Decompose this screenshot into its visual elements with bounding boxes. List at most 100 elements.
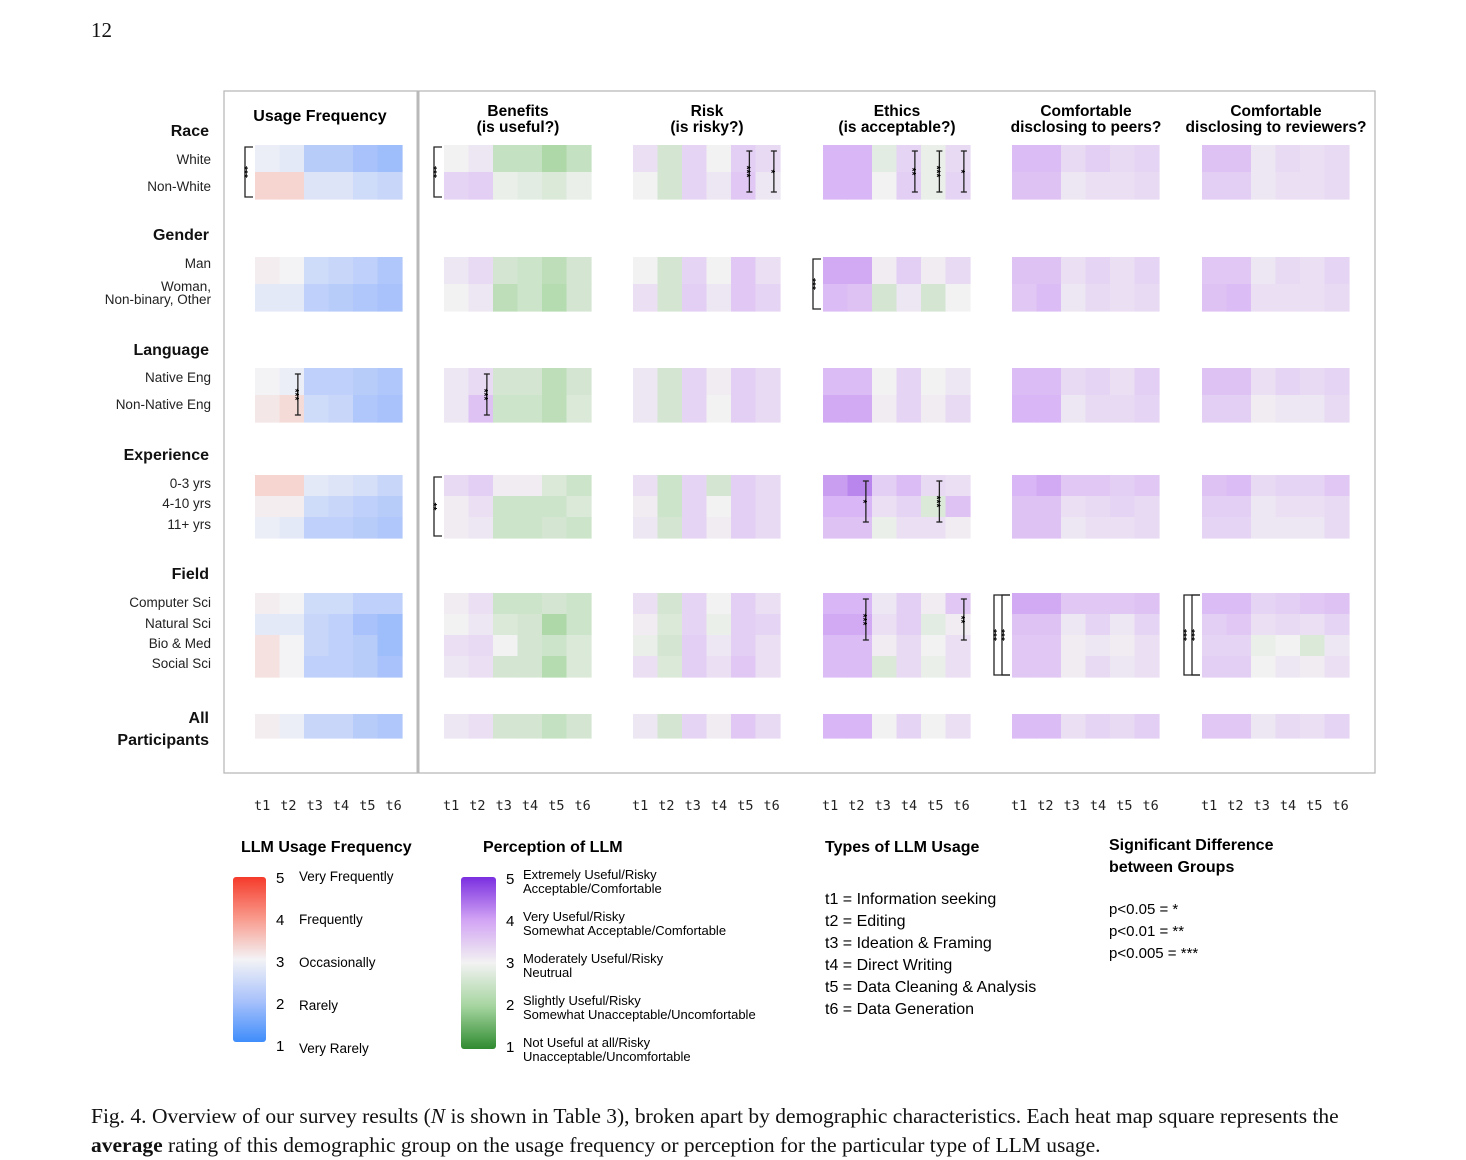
heatmap-cell (566, 172, 592, 200)
heatmap-cell (823, 395, 849, 423)
heatmap-cell (1226, 284, 1252, 312)
heatmap-cell (279, 496, 305, 518)
heatmap-cell (706, 496, 732, 518)
heatmap-cell (493, 614, 519, 636)
heatmap-cell (1226, 172, 1252, 200)
x-tick-label: t6 (954, 798, 970, 814)
heatmap-cell (896, 517, 922, 539)
heatmap-cell (896, 635, 922, 657)
heatmap-cell (945, 395, 971, 423)
heatmap-cell (493, 368, 519, 396)
heatmap-cell (328, 714, 354, 739)
figure-border (223, 90, 1376, 774)
heatmap-cell (1085, 635, 1111, 657)
heatmap-cell (1251, 475, 1277, 497)
heatmap-cell (657, 284, 683, 312)
heatmap-cell (1226, 635, 1252, 657)
heatmap-cell (566, 395, 592, 423)
significance-stars: ** (955, 616, 966, 624)
heatmap-cell (633, 368, 659, 396)
legend-types-item: t5 = Data Cleaning & Analysis (825, 979, 1036, 996)
heatmap-cell (1061, 395, 1087, 423)
significance-marker: *** (930, 480, 943, 523)
legend-usage-number: 5 (276, 870, 284, 887)
heatmap-cell (255, 593, 281, 615)
heatmap-cell (823, 475, 849, 497)
heatmap-cell (921, 145, 947, 173)
heatmap-cell (1036, 517, 1062, 539)
heatmap-cell (279, 368, 305, 396)
legend-significance-item: p<0.005 = *** (1109, 945, 1198, 962)
legend-perception-label: Very Useful/Risky (523, 909, 625, 924)
heatmap-cell (731, 368, 757, 396)
x-tick-label: t6 (764, 798, 780, 814)
legend-significance-item: p<0.01 = ** (1109, 923, 1184, 940)
heatmap-cell (566, 368, 592, 396)
heatmap-panels: Usage Frequency Benefits(is useful?)Risk(… (238, 103, 1366, 739)
heatmap-cell (493, 517, 519, 539)
heatmap-cell (1300, 284, 1326, 312)
heatmap-cell (1251, 656, 1277, 678)
heatmap-cell (255, 284, 281, 312)
heatmap-cell (279, 614, 305, 636)
heatmap-cell (1275, 593, 1301, 615)
heatmap-cell (1012, 172, 1038, 200)
row-label: Computer Sci (129, 595, 211, 610)
heatmap-cell (755, 172, 781, 200)
heatmap-cell (1324, 593, 1350, 615)
x-tick-label: t4 (333, 798, 349, 814)
heatmap-cell (1036, 368, 1062, 396)
heatmap-cell (255, 368, 281, 396)
heatmap-cell (657, 475, 683, 497)
heatmap-cell (823, 714, 849, 739)
heatmap-cell (921, 395, 947, 423)
heatmap-cell (1226, 714, 1252, 739)
heatmap-cell (1012, 145, 1038, 173)
heatmap-cell (1251, 593, 1277, 615)
heatmap-cell (377, 172, 403, 200)
heatmap-cell (1134, 614, 1160, 636)
heatmap-cell (1226, 475, 1252, 497)
significance-stars: * (955, 170, 966, 174)
panel-title: Ethics (874, 103, 921, 120)
heatmap-cell (1226, 145, 1252, 173)
heatmap-cell (706, 145, 732, 173)
heatmap-cell (706, 172, 732, 200)
bracket-line (812, 258, 821, 310)
heatmap-cell (633, 614, 659, 636)
heatmap-cell (377, 145, 403, 173)
heatmap-cell (731, 656, 757, 678)
heatmap-cell (1275, 284, 1301, 312)
heatmap-cell (896, 368, 922, 396)
caption-n-symbol: N (430, 1104, 446, 1128)
heatmap-cell (1036, 284, 1062, 312)
heatmap-cell (1324, 368, 1350, 396)
heatmap-cell (633, 257, 659, 285)
heatmap-cell (657, 714, 683, 739)
x-tick-label: t3 (1064, 798, 1080, 814)
significance-stars: * (765, 170, 776, 174)
heatmap-cell (847, 475, 873, 497)
heatmap-cell (468, 368, 494, 396)
heatmap-cell (377, 714, 403, 739)
x-tick-label: t5 (359, 798, 375, 814)
heatmap-cell (1202, 257, 1228, 285)
heatmap-cell (847, 714, 873, 739)
heatmap-cell (1085, 593, 1111, 615)
heatmap-cell (633, 635, 659, 657)
heatmap-cell (633, 496, 659, 518)
legend-perception-title: Perception of LLM (483, 839, 623, 856)
heatmap-cell (566, 475, 592, 497)
heatmap-cell (328, 614, 354, 636)
heatmap-cell (517, 714, 543, 739)
heatmap-cell (1226, 257, 1252, 285)
heatmap-cell (755, 284, 781, 312)
legend-perception-number: 5 (506, 871, 514, 888)
x-tick-label: t2 (280, 798, 296, 814)
heatmap-cell (1275, 496, 1301, 518)
heatmap-cell (566, 614, 592, 636)
heatmap-cell (921, 284, 947, 312)
heatmap-cell (823, 656, 849, 678)
heatmap-cell (731, 496, 757, 518)
significance-stars: * (857, 500, 868, 504)
